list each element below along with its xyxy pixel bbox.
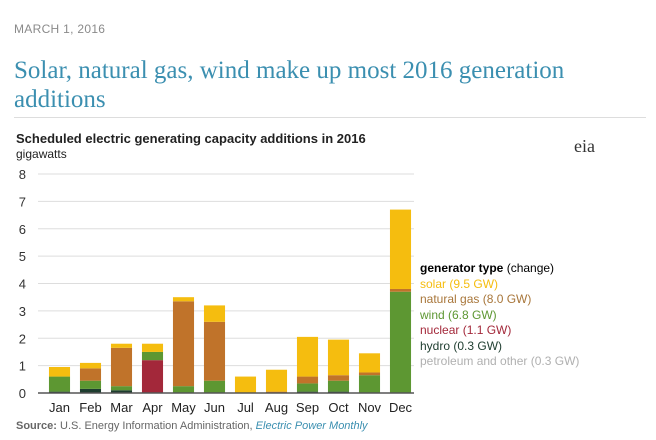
bar-segment-dec	[389, 288, 412, 292]
bar-segment-oct	[327, 339, 350, 376]
y-tick-label: 3	[19, 304, 26, 319]
bar-segment-feb	[79, 380, 102, 389]
x-tick-label: Nov	[358, 400, 382, 415]
bar-segment-apr	[141, 360, 164, 393]
x-tick-label: Jul	[237, 400, 254, 415]
bar-segment-nov	[358, 372, 381, 376]
headline: Solar, natural gas, wind make up most 20…	[14, 57, 565, 113]
bar-segment-may	[172, 386, 195, 393]
bar-segment-jan	[48, 366, 71, 377]
x-tick-label: Jan	[49, 400, 70, 415]
legend-title-sub: (change)	[503, 261, 555, 275]
bar-segment-feb	[79, 368, 102, 381]
x-tick-label: Sep	[296, 400, 319, 415]
legend-item: nuclear (1.1 GW)	[420, 323, 512, 337]
bar-segment-jan	[48, 376, 71, 392]
y-tick-label: 1	[19, 359, 26, 374]
legend-item: petroleum and other (0.3 GW)	[420, 354, 580, 368]
source-label: Source:	[16, 420, 57, 432]
chart-title: Scheduled electric generating capacity a…	[16, 131, 366, 146]
bar-segment-aug	[265, 369, 288, 392]
bar-segment-dec	[389, 291, 412, 393]
source-text: U.S. Energy Information Administration,	[56, 420, 256, 432]
chart-area: 0 1 2 3 4 5 6 7 8 Jan Feb Mar Apr May Jun Jul Aug Sep Oct N…	[19, 167, 414, 415]
y-axis-label: gigawatts	[16, 147, 67, 161]
source-link[interactable]: Electric Power Monthly	[255, 420, 368, 432]
x-tick-label: Aug	[265, 400, 288, 415]
y-tick-label: 4	[19, 277, 26, 292]
bar-segment-feb	[79, 362, 102, 369]
article-date: MARCH 1, 2016	[14, 22, 106, 36]
y-tick-label: 5	[19, 249, 26, 264]
bar-segment-may	[172, 301, 195, 387]
bar-segment-oct	[327, 380, 350, 392]
y-tick-label: 7	[19, 194, 26, 209]
y-tick-label: 0	[19, 386, 26, 401]
x-tick-label: Feb	[79, 400, 101, 415]
bar-segment-apr	[141, 351, 164, 361]
bar-segment-feb	[79, 388, 102, 393]
bar-segment-mar	[110, 343, 133, 348]
legend-item: solar (9.5 GW)	[420, 276, 499, 291]
bar-segment-sep	[296, 376, 319, 384]
bar-segment-jul	[234, 376, 257, 393]
x-tick-label: Jun	[204, 400, 225, 415]
x-tick-label: Dec	[389, 400, 413, 415]
legend: generator type (change) solar (9.5 GW) na…	[420, 261, 579, 370]
bar-segment-nov	[358, 375, 381, 393]
bar-segment-mar	[110, 390, 133, 393]
y-tick-label: 2	[19, 331, 26, 346]
x-tick-label: Oct	[328, 400, 349, 415]
bar-segment-nov	[358, 353, 381, 373]
bar-segment-mar	[110, 386, 133, 391]
bar-segment-sep	[296, 383, 319, 392]
divider	[14, 117, 646, 118]
legend-item: wind (6.8 GW)	[420, 307, 497, 322]
bar-segment-apr	[141, 343, 164, 352]
y-tick-label: 8	[19, 167, 26, 182]
bar-segment-jun	[203, 321, 226, 381]
eia-logo: eia	[574, 136, 595, 156]
bar-segment-mar	[110, 347, 133, 387]
source-note: Source: U.S. Energy Information Administ…	[16, 420, 368, 432]
bar-segment-sep	[296, 336, 319, 377]
bar-segment-jun	[203, 305, 226, 322]
legend-title-bold: generator type	[420, 261, 504, 275]
x-tick-label: Apr	[142, 400, 163, 415]
legend-title: generator type (change)	[420, 261, 579, 277]
y-tick-label: 6	[19, 222, 26, 237]
x-tick-label: May	[171, 400, 196, 415]
bar-segment-oct	[327, 375, 350, 381]
bar-segment-dec	[389, 209, 412, 289]
x-tick-label: Mar	[110, 400, 133, 415]
bar-segment-jun	[203, 380, 226, 393]
legend-item: natural gas (8.0 GW)	[420, 292, 532, 306]
legend-item: hydro (0.3 GW)	[420, 338, 503, 353]
bar-segment-may	[172, 297, 195, 302]
